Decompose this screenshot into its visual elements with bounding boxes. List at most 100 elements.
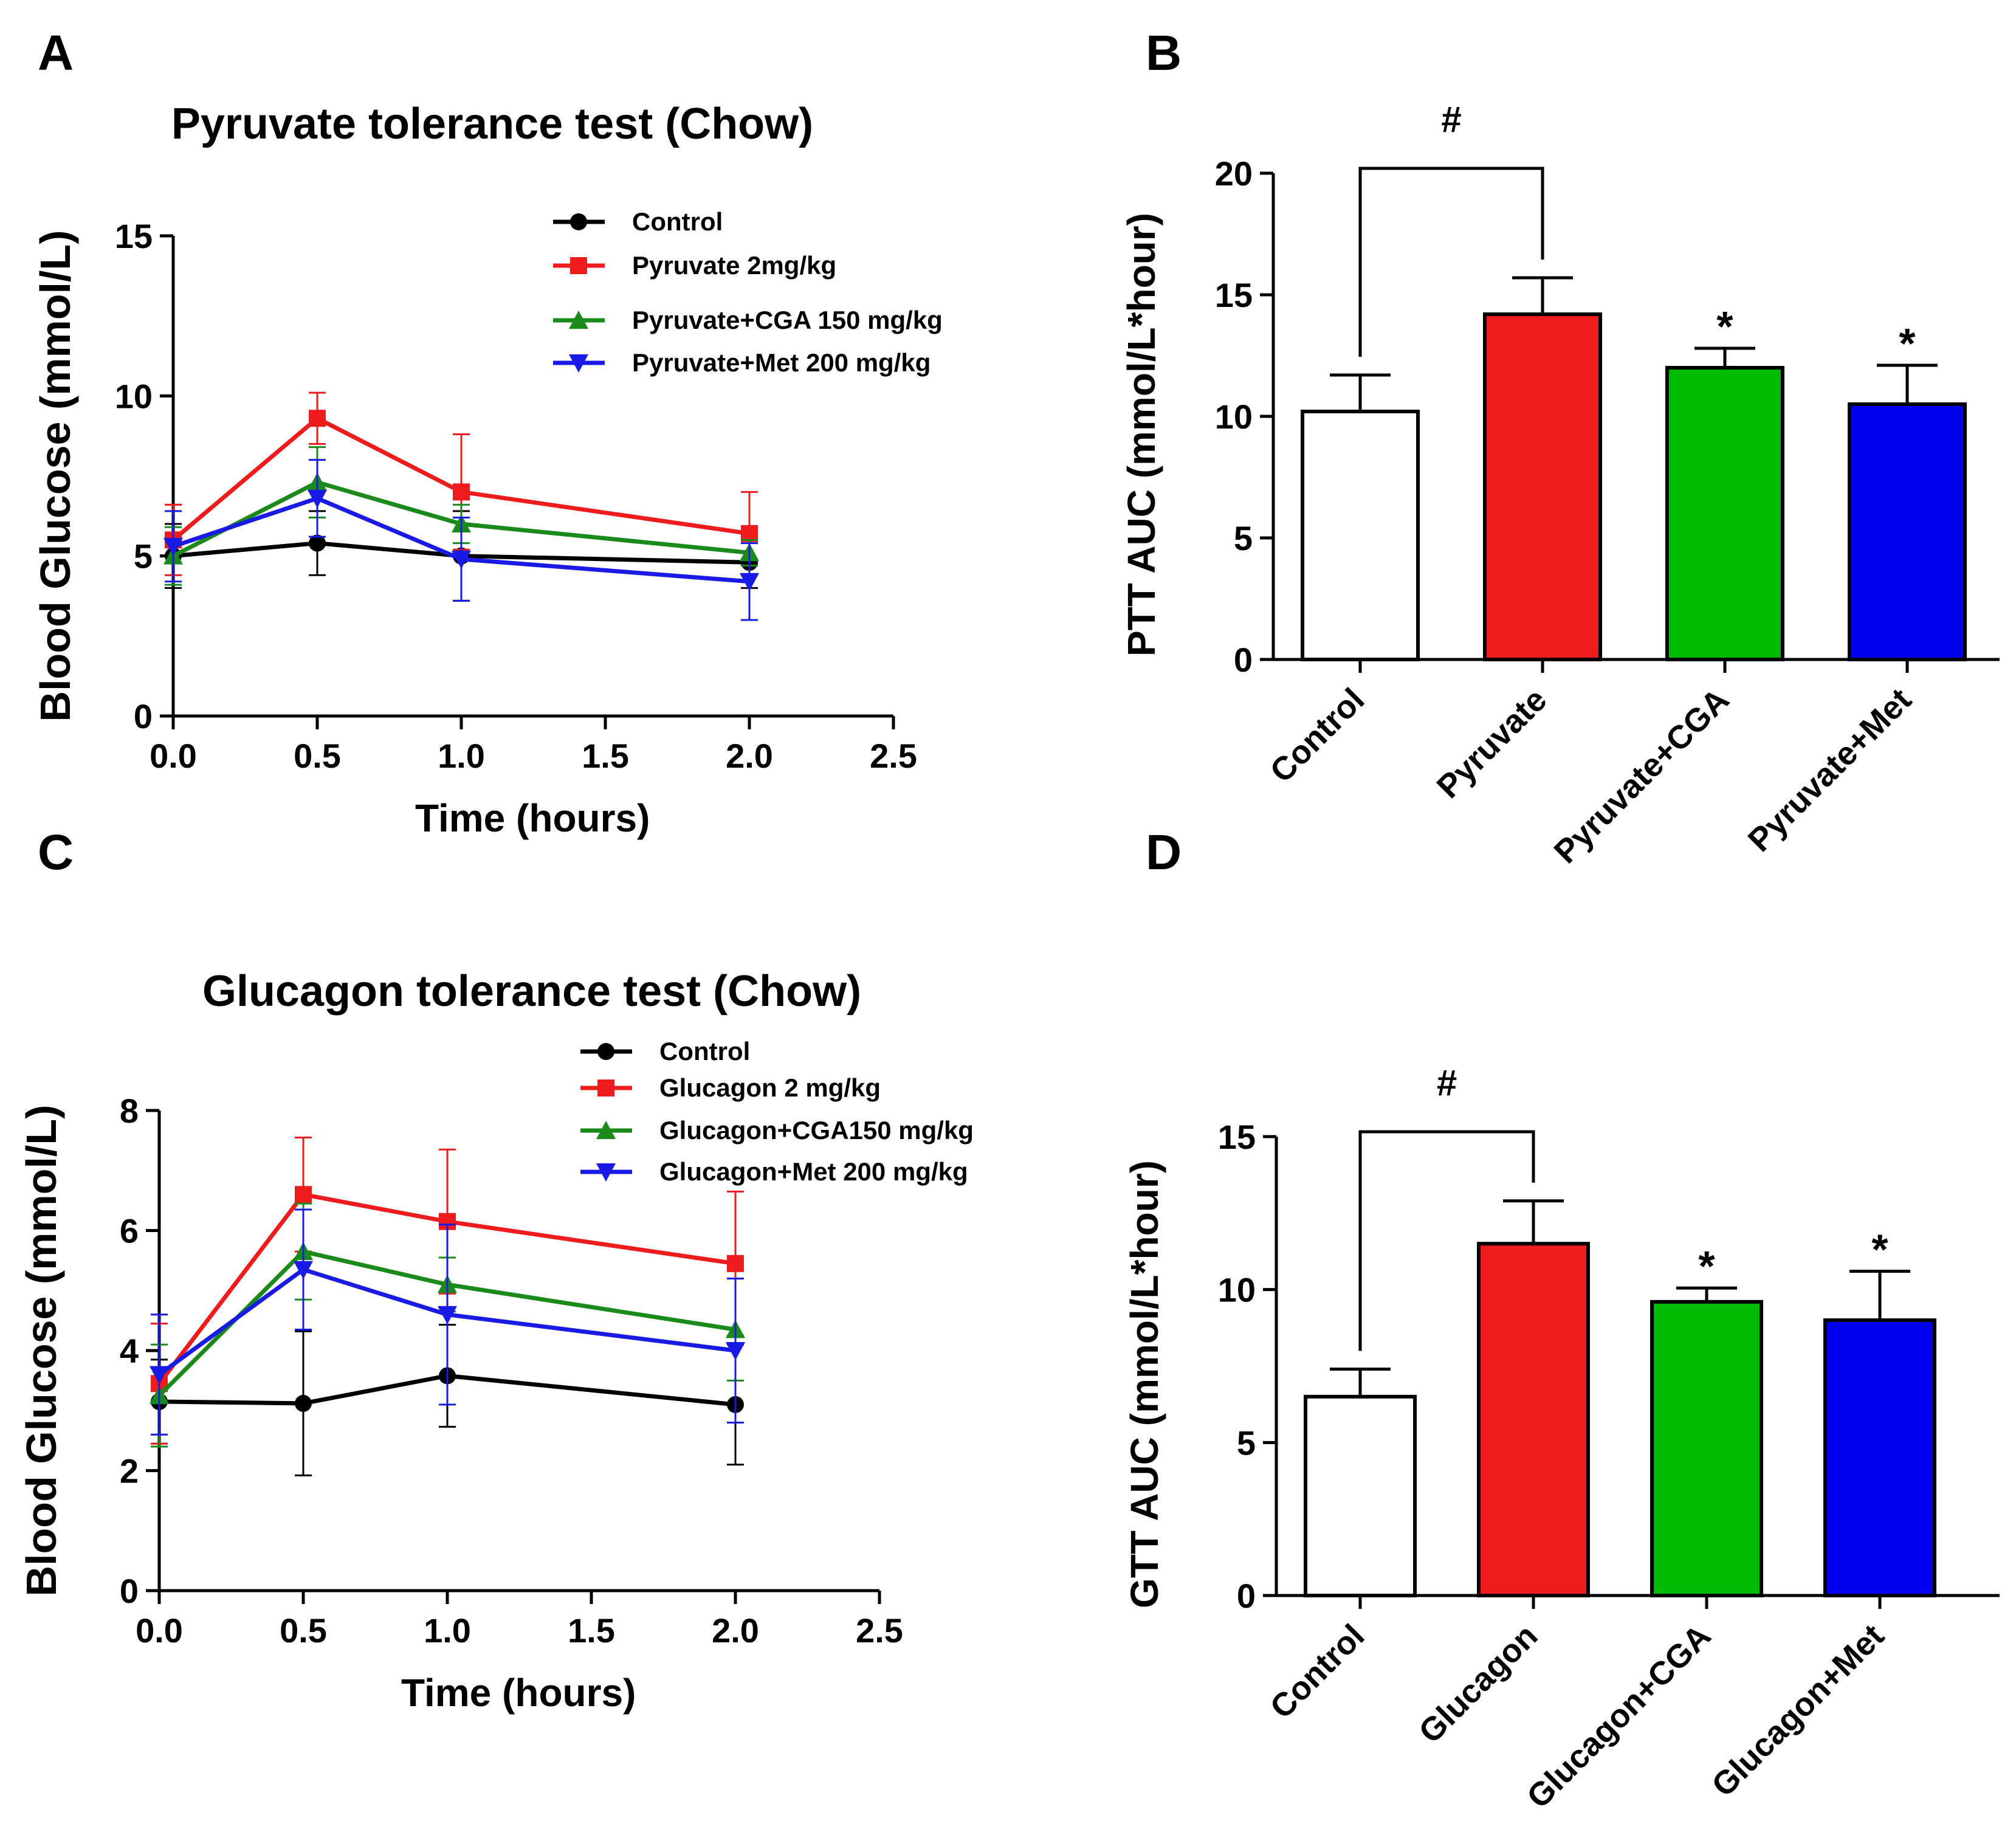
bar (1483, 312, 1602, 661)
series-glucagon-met-200-mg-kg (150, 1208, 745, 1436)
y-tick-label: 10 (1218, 1271, 1256, 1309)
legend-entry: Pyruvate+Met 200 mg/kg (553, 348, 931, 377)
x-tick-label: Control (1263, 1617, 1371, 1726)
legend-entry: Glucagon 2 mg/kg (580, 1073, 881, 1102)
panel-d-letter: D (1146, 825, 1182, 880)
x-tick-label: 0.5 (280, 1611, 327, 1650)
data-point (727, 1255, 744, 1272)
y-tick-label: 5 (134, 537, 153, 576)
data-point (726, 1342, 745, 1360)
legend-entry: Control (553, 207, 723, 236)
x-tick-label: Glucagon+CGA (1520, 1617, 1718, 1816)
legend-entry: Glucagon+Met 200 mg/kg (580, 1157, 968, 1186)
legend-label: Control (659, 1037, 750, 1066)
y-tick-label: 8 (120, 1092, 139, 1130)
chart-title: Pyruvate tolerance test (Chow) (171, 100, 813, 148)
panel-a-letter: A (38, 26, 74, 81)
bar (1665, 366, 1784, 661)
data-point (295, 1186, 312, 1203)
x-tick-label: Pyruvate (1430, 681, 1554, 805)
panel-a: A Pyruvate tolerance test (Chow) 0.0 0.5 1.… (32, 26, 943, 840)
bar (1848, 402, 1967, 661)
legend-label: Glucagon 2 mg/kg (659, 1073, 881, 1102)
legend-label: Pyruvate+CGA 150 mg/kg (632, 306, 943, 334)
significance-star: * (1698, 1242, 1715, 1290)
y-axis-label: Blood Glucose (mmol/L) (32, 230, 79, 722)
chart-a-pyruvate-line: Pyruvate tolerance test (Chow) 0.0 0.5 1.0 1… (32, 100, 943, 840)
data-point (308, 489, 327, 508)
data-point (294, 1261, 313, 1279)
panel-c: C Glucagon tolerance test (Chow) 0.0 0.5 1.… (18, 825, 974, 1715)
series-line (171, 416, 750, 542)
legend-marker (570, 257, 587, 274)
bar (1650, 1300, 1763, 1598)
bar-group-control: Control (1263, 373, 1420, 790)
bar (1301, 410, 1420, 661)
x-axis-label: Time (hours) (401, 1671, 636, 1715)
legend-entry: Pyruvate 2mg/kg (553, 251, 836, 280)
legend-label: Glucagon+CGA150 mg/kg (659, 1116, 974, 1145)
series-line (172, 480, 750, 558)
y-tick-label: 5 (1234, 519, 1253, 557)
bar (1823, 1318, 1936, 1597)
data-point (163, 537, 183, 556)
y-tick-label: 0 (120, 1572, 139, 1610)
x-tick-label: 2.0 (726, 737, 773, 775)
legend-label: Glucagon+Met 200 mg/kg (659, 1157, 968, 1186)
significance-star: * (1871, 1225, 1888, 1273)
y-axis-label: Blood Glucose (mmol/L) (18, 1105, 65, 1597)
panel-c-letter: C (38, 825, 74, 880)
bar-group-control: Control (1263, 1368, 1417, 1726)
panel-d: D 0 5 10 15 GTT AUC (mmol/L*hour) Control Gluc… (1123, 825, 2000, 1816)
panel-b: B 0 5 10 15 20 PTT AUC (mmol/L*hour) Control Py… (1120, 26, 2000, 870)
y-tick-label: 0 (1237, 1577, 1256, 1615)
x-tick-label: 2.0 (712, 1611, 759, 1650)
series-line (157, 1267, 736, 1377)
x-tick-label: Control (1263, 681, 1371, 790)
data-point (150, 1366, 169, 1385)
x-tick-label: Pyruvate+CGA (1547, 681, 1736, 870)
legend-label: Control (632, 207, 723, 236)
data-point (452, 550, 471, 569)
data-point (309, 410, 326, 427)
data-point (295, 1394, 312, 1412)
x-tick-label: 1.0 (438, 737, 485, 775)
y-tick-label: 4 (120, 1332, 139, 1370)
legend-entry: Control (580, 1037, 750, 1066)
significance-star: * (1899, 320, 1916, 367)
y-tick-label: 5 (1237, 1424, 1256, 1462)
significance-bracket (1358, 167, 1544, 357)
bar-group-glucagon: Glucagon (1412, 1199, 1590, 1751)
y-tick-label: 15 (1218, 1118, 1256, 1156)
series-pyruvate-met-200-mg-kg (163, 459, 759, 621)
series-line (157, 1192, 736, 1385)
significance-star: * (1716, 303, 1733, 350)
y-tick-label: 20 (1215, 154, 1253, 193)
y-tick-label: 10 (1215, 398, 1253, 436)
data-point (453, 483, 470, 501)
legend-marker (597, 1043, 614, 1060)
series-line (159, 1373, 736, 1407)
x-tick-label: 1.5 (568, 1611, 615, 1650)
chart-title: Glucagon tolerance test (Chow) (202, 967, 861, 1016)
series-line (172, 496, 750, 584)
x-tick-label: 0.0 (150, 737, 197, 775)
y-tick-label: 0 (1234, 641, 1253, 679)
legend-marker (596, 1121, 616, 1139)
y-axis-label: GTT AUC (mmol/L*hour) (1123, 1160, 1166, 1608)
data-point (309, 534, 326, 552)
bracket-label: # (1441, 99, 1461, 140)
x-axis-label: Time (hours) (415, 796, 650, 840)
legend-marker (597, 1079, 614, 1097)
x-tick-label: Glucagon+Met (1705, 1617, 1891, 1804)
x-tick-label: 0.5 (294, 737, 341, 775)
x-tick-label: 2.5 (856, 1611, 903, 1650)
chart-b-ptt-auc-bar: 0 5 10 15 20 PTT AUC (mmol/L*hour) Control Pyru… (1120, 99, 2000, 870)
x-tick-label: 0.0 (136, 1611, 183, 1650)
y-tick-label: 10 (115, 377, 153, 415)
legend-marker (569, 354, 588, 373)
y-tick-label: 2 (120, 1452, 139, 1490)
panel-b-letter: B (1146, 26, 1182, 81)
legend-entry: Pyruvate+CGA 150 mg/kg (553, 306, 943, 334)
